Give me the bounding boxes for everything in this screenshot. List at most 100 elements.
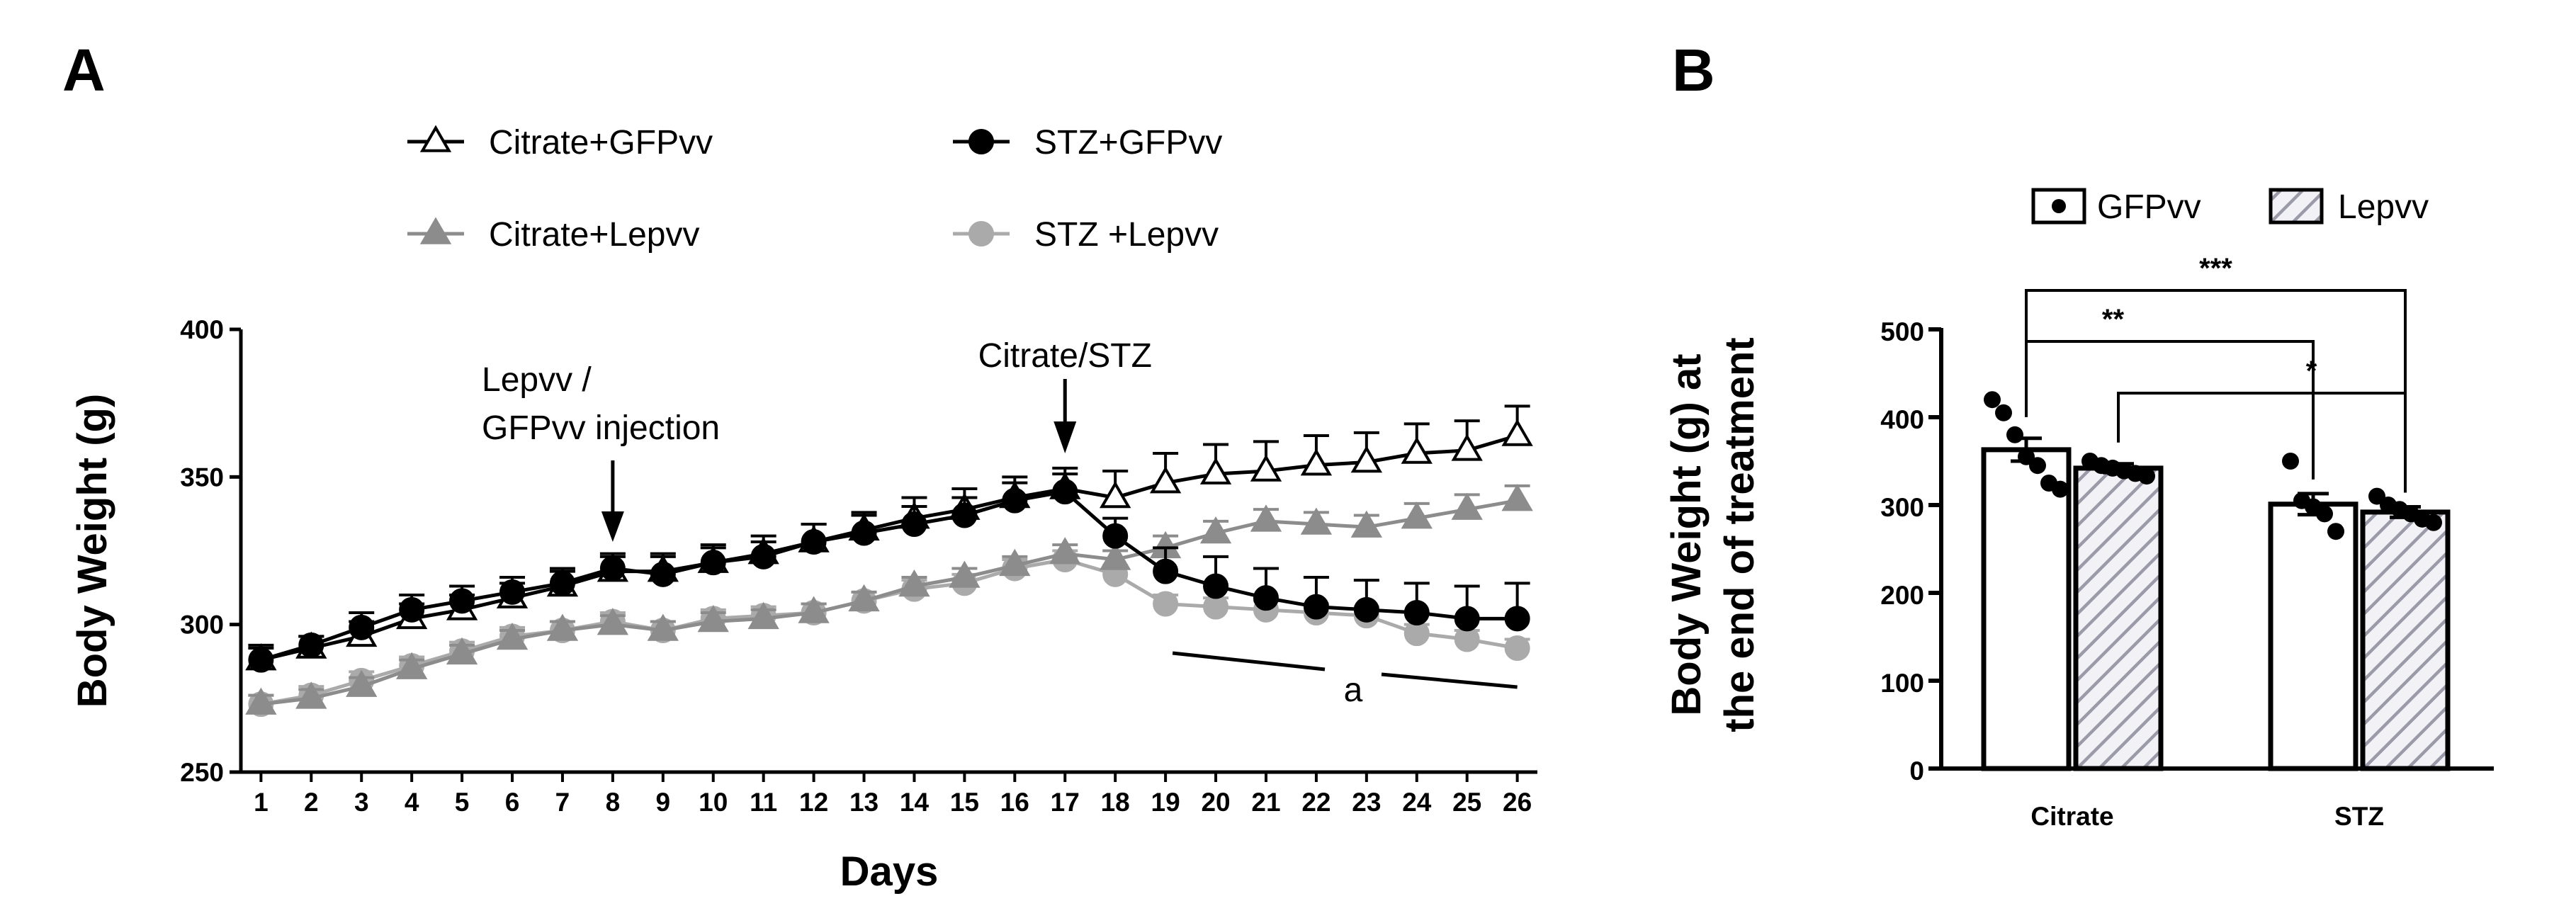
legend-label: STZ+GFPvv bbox=[1034, 124, 1222, 162]
data-point bbox=[346, 669, 378, 697]
data-point bbox=[747, 601, 779, 630]
data-point bbox=[700, 550, 726, 576]
y-axis-title: Body Weight (g) bbox=[69, 394, 115, 708]
legend-item: Lepvv bbox=[2269, 188, 2429, 226]
data-point bbox=[1300, 507, 1333, 535]
category-label: Citrate bbox=[2030, 802, 2113, 831]
data-point bbox=[898, 569, 930, 597]
series-2 bbox=[245, 484, 1533, 715]
y-tick-label: 500 bbox=[1880, 317, 1924, 346]
data-point bbox=[546, 613, 579, 641]
legend-swatch bbox=[2269, 188, 2324, 225]
significance-bracket: ** bbox=[2025, 304, 2315, 480]
data-point bbox=[1504, 635, 1530, 661]
legend-marker bbox=[419, 217, 452, 244]
data-point bbox=[1401, 502, 1433, 529]
data-point bbox=[1984, 391, 2001, 409]
panel-b-label: B bbox=[1672, 37, 1715, 103]
x-tick-label: 1 bbox=[254, 788, 269, 817]
data-point bbox=[1403, 600, 1430, 625]
data-point bbox=[1049, 537, 1081, 565]
data-point bbox=[395, 652, 428, 679]
data-point bbox=[750, 543, 776, 570]
x-tick-label: 24 bbox=[1402, 788, 1432, 817]
data-point bbox=[399, 596, 425, 623]
data-point bbox=[1153, 558, 1179, 584]
bar bbox=[2073, 465, 2164, 771]
data-point bbox=[697, 604, 729, 633]
x-tick-label: 10 bbox=[699, 788, 728, 817]
series-line bbox=[260, 557, 1518, 706]
data-point bbox=[650, 561, 676, 587]
significance-label: * bbox=[2306, 356, 2317, 387]
annotation-citrate-stz-text: Citrate/STZ bbox=[978, 337, 1152, 375]
legend: GFPvv Lepvv bbox=[2031, 188, 2429, 226]
data-point bbox=[1250, 504, 1282, 532]
data-point bbox=[599, 555, 626, 582]
x-tick-label: 9 bbox=[656, 788, 671, 817]
legend-item: STZ +Lepvv bbox=[953, 216, 1219, 254]
series-line bbox=[260, 489, 1518, 662]
x-tick-label: 6 bbox=[505, 788, 520, 817]
bar bbox=[2360, 509, 2451, 771]
data-point bbox=[446, 637, 478, 665]
annotation-lepvv-text: Lepvv / bbox=[482, 361, 592, 399]
data-point bbox=[1199, 516, 1232, 544]
data-point bbox=[1501, 484, 1533, 511]
data-point bbox=[549, 570, 575, 596]
y-tick-label: 100 bbox=[1880, 669, 1924, 698]
series-0 bbox=[245, 404, 1533, 671]
y-axis-title: the end of treatment bbox=[1717, 337, 1763, 732]
data-point bbox=[1504, 606, 1530, 632]
category-label: STZ bbox=[2334, 802, 2384, 831]
annotation-arrowhead bbox=[1053, 421, 1077, 453]
legend-marker bbox=[419, 125, 452, 152]
legend-marker bbox=[968, 221, 994, 246]
x-tick-label: 3 bbox=[354, 788, 369, 817]
data-point bbox=[245, 687, 277, 715]
legend-item: Citrate+Lepvv bbox=[407, 216, 700, 254]
x-tick-label: 14 bbox=[900, 788, 930, 817]
x-tick-label: 12 bbox=[799, 788, 828, 817]
data-point bbox=[901, 511, 927, 537]
data-point bbox=[1300, 448, 1333, 476]
y-tick-label: 200 bbox=[1880, 581, 1924, 610]
data-point bbox=[1995, 404, 2012, 421]
bracket-line bbox=[2025, 340, 2315, 480]
data-point bbox=[597, 608, 629, 635]
data-point bbox=[496, 622, 529, 650]
significance-label: a bbox=[1344, 672, 1363, 709]
data-point bbox=[499, 579, 526, 605]
x-tick-label: 13 bbox=[849, 788, 879, 817]
x-tick-label: 20 bbox=[1201, 788, 1230, 817]
data-point bbox=[2052, 480, 2069, 498]
data-point bbox=[949, 560, 981, 588]
x-tick-label: 5 bbox=[455, 788, 470, 817]
data-point bbox=[1401, 436, 1433, 464]
y-tick-label: 300 bbox=[180, 611, 224, 640]
x-tick-label: 8 bbox=[606, 788, 621, 817]
bar bbox=[2268, 502, 2358, 771]
significance-line bbox=[1381, 672, 1518, 689]
x-tick-label: 11 bbox=[750, 788, 777, 817]
data-point bbox=[1350, 510, 1383, 538]
series-1 bbox=[248, 472, 1530, 673]
data-point bbox=[298, 632, 324, 658]
data-point bbox=[2282, 453, 2299, 470]
data-point bbox=[1451, 434, 1483, 461]
data-point bbox=[2327, 523, 2344, 540]
y-axis-title: Body Weight (g) at bbox=[1663, 353, 1710, 715]
legend-label: Citrate+GFPvv bbox=[489, 124, 713, 162]
legend-label: Lepvv bbox=[2338, 188, 2429, 226]
x-tick-label: 19 bbox=[1151, 788, 1180, 817]
data-point bbox=[1203, 573, 1229, 599]
x-tick-label: 25 bbox=[1452, 788, 1481, 817]
x-tick-label: 23 bbox=[1352, 788, 1381, 817]
y-tick-label: 0 bbox=[1909, 756, 1924, 786]
data-point bbox=[1253, 585, 1279, 611]
data-point bbox=[1501, 419, 1533, 446]
data-point bbox=[801, 529, 827, 555]
bar bbox=[1981, 447, 2072, 771]
